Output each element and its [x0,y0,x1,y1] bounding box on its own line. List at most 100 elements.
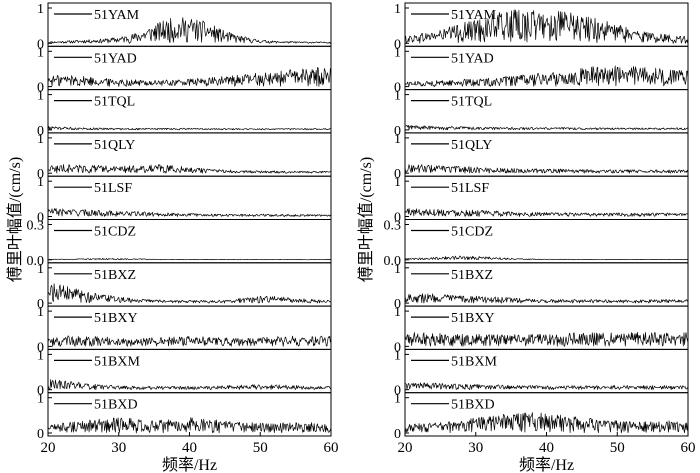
y-tick-label: 0.0 [27,254,45,269]
y-tick-label: 0 [37,340,44,355]
subplot-51lsf: 1 0 51LSF [37,175,332,226]
subplot-51bxz: 1 0 51BXZ [37,262,332,312]
y-tick-label: 1 [37,89,44,104]
subplot-51yam: 1 0 51YAM [394,2,689,52]
y-tick-label: 1 [394,132,401,147]
y-tick-label: 1 [394,2,401,17]
y-tick-label: 0 [394,81,401,96]
series-name: 51BXM [94,354,140,369]
y-axis-label: 傅里叶幅值/(cm/s) [6,157,24,282]
series-name: 51LSF [451,181,489,196]
spectrum-trace [404,412,689,434]
y-tick-label: 0 [394,427,401,442]
y-tick-label: 1 [394,262,401,277]
y-tick-label: 0 [37,211,44,226]
spectrum-trace [404,331,689,347]
series-name: 51CDZ [94,225,136,240]
spectrum-trace [47,126,332,131]
x-tick-label: 20 [41,440,56,456]
y-tick-label: 1 [37,175,44,190]
subplot-51yad: 1 0 51YAD [394,45,689,96]
x-axis-label: 频率/Hz [162,456,217,473]
x-tick-label: 40 [182,440,197,456]
y-tick-label: 0 [37,297,44,312]
spectrum-trace [404,293,689,304]
x-tick-label: 50 [253,440,268,456]
spectrum-trace [47,67,332,87]
y-tick-label: 1 [37,45,44,60]
x-tick-label: 40 [539,440,554,456]
series-name: 51BXY [451,311,495,326]
y-tick-label: 0 [37,37,44,52]
series-name: 51YAM [94,8,140,23]
y-tick-label: 1 [394,392,401,407]
y-tick-label: 0 [37,124,44,139]
x-tick-label: 30 [468,440,483,456]
subplot-frame [47,175,332,220]
subplot-frame [404,219,689,264]
y-tick-label: 0 [37,384,44,399]
spectrum-trace [47,379,332,391]
x-tick-label: 60 [324,440,339,456]
subplot-frame [404,305,689,350]
y-tick-label: 0 [394,124,401,139]
subplot-51qly: 1 0 51QLY [394,132,689,182]
y-tick-label: 0 [37,427,44,442]
subplot-51bxm: 1 0 51BXM [394,348,689,399]
series-name: 51YAD [94,51,137,66]
y-tick-label: 0.0 [384,254,402,269]
subplot-51bxy: 1 0 51BXY [394,305,689,355]
y-axis-label: 傅里叶幅值/(cm/s) [357,157,375,282]
y-tick-label: 0 [394,37,401,52]
series-name: 51CDZ [451,225,493,240]
y-tick-label: 0 [394,211,401,226]
spectrum-trace [47,258,332,261]
spectrum-trace [47,164,332,174]
spectrum-trace [404,124,688,131]
y-tick-label: 1 [37,262,44,277]
spectrum-trace [47,283,332,304]
x-tick-label: 50 [610,440,625,456]
y-tick-label: 0 [394,297,401,312]
spectrum-trace [404,9,689,44]
subplot-51yam: 1 0 51YAM [37,2,332,52]
x-axis-label: 频率/Hz [519,456,574,473]
series-name: 51QLY [451,138,492,153]
subplot-frame [47,262,332,307]
spectrum-trace [47,335,332,347]
subplot-51cdz: 0.3 0.0 51CDZ [27,219,332,269]
y-tick-label: 0 [394,340,401,355]
spectrum-trace [47,417,332,434]
spectrum-trace [404,65,689,87]
subplot-51bxd: 1 0 51BXD [37,392,332,442]
spectrum-trace [404,208,689,217]
spectrum-trace [404,382,689,391]
series-name: 51BXZ [94,268,136,283]
subplot-51bxy: 1 0 51BXY [37,305,332,355]
subplot-51tql: 1 0 51TQL [394,89,689,139]
y-tick-label: 0 [394,167,401,182]
y-tick-label: 1 [394,45,401,60]
spectrum-trace [404,255,689,261]
series-name: 51YAD [451,51,494,66]
y-tick-label: 0.3 [27,219,45,234]
series-name: 51YAM [451,8,497,23]
x-tick-label: 20 [398,440,413,456]
y-tick-label: 1 [37,2,44,17]
subplot-frame [404,132,689,177]
spectrum-trace [404,164,689,174]
subplot-51cdz: 0.3 0.0 51CDZ [384,219,689,269]
series-name: 51BXM [451,354,497,369]
series-name: 51TQL [451,95,492,110]
series-name: 51LSF [94,181,132,196]
y-tick-label: 0 [394,384,401,399]
series-name: 51BXY [94,311,138,326]
series-name: 51BXD [451,398,495,413]
series-name: 51QLY [94,138,135,153]
subplot-51bxd: 1 0 51BXD [394,392,689,442]
subplot-51tql: 1 0 51TQL [37,89,332,139]
chart-panel-left: 1051YAM1051YAD1051TQL1051QLY1051LSF0.30.… [6,2,339,473]
subplot-frame [47,219,332,264]
subplot-51qly: 1 0 51QLY [37,132,332,182]
spectrum-trace [47,208,332,217]
